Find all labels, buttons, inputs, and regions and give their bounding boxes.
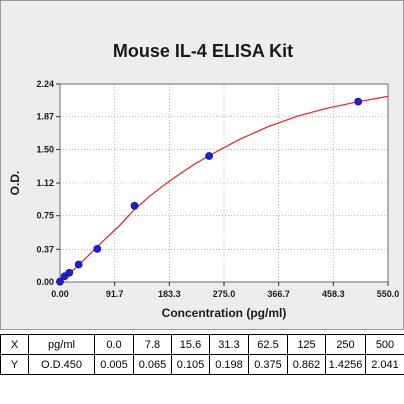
table-cell: 2.041 — [365, 354, 404, 375]
table-cell: 62.5 — [248, 334, 288, 355]
table-cell: 0.375 — [248, 354, 288, 375]
y-tick-label: 2.24 — [36, 79, 54, 89]
x-tick-label: 550.0 — [377, 289, 400, 299]
table-unit-cell: O.D.450 — [28, 354, 95, 375]
grid — [60, 84, 388, 282]
table-cell: 250 — [325, 334, 366, 355]
data-point — [93, 244, 102, 253]
x-axis-title: Concentration (pg/ml) — [162, 306, 287, 320]
data-point — [205, 152, 213, 160]
chart-title: Mouse IL-4 ELISA Kit — [113, 41, 293, 61]
table-cell: 31.3 — [209, 334, 249, 355]
x-tick-label: 366.7 — [267, 289, 290, 299]
data-point — [56, 277, 64, 286]
table-cell: 0.862 — [287, 354, 326, 375]
table-axis-cell: X — [0, 334, 29, 355]
table-unit-cell: pg/ml — [28, 334, 95, 355]
data-points — [56, 97, 363, 286]
data-point — [74, 260, 83, 269]
y-tick-label: 0.00 — [36, 277, 54, 287]
data-point — [65, 268, 74, 277]
table-cell: 0.198 — [209, 354, 249, 375]
data-point — [354, 97, 363, 106]
x-tick-label: 275.0 — [213, 289, 236, 299]
table-axis-cell: Y — [0, 354, 29, 375]
fit-curve-group — [59, 95, 389, 283]
table-cell: 125 — [287, 334, 326, 355]
table-cell: 0.065 — [133, 354, 172, 375]
table-row: Y O.D.450 0.005 0.065 0.105 0.198 0.375 0.862 1.… — [0, 354, 404, 375]
x-tick-label: 0.00 — [51, 289, 69, 299]
table-cell: 15.6 — [171, 334, 210, 355]
y-tick-label: 1.87 — [36, 112, 54, 122]
y-tick-label: 0.75 — [36, 211, 54, 221]
fit-curve — [59, 95, 389, 283]
y-axis-title: O.D. — [8, 171, 22, 196]
x-tick-label: 458.3 — [322, 289, 345, 299]
y-tick-label: 0.37 — [36, 244, 54, 254]
data-point — [130, 201, 139, 210]
x-tick-label: 183.3 — [158, 289, 181, 299]
y-tick-label: 1.12 — [36, 178, 54, 188]
x-tick-label: 91.7 — [106, 289, 124, 299]
table-cell: 7.8 — [133, 334, 172, 355]
table-cell: 0.0 — [94, 334, 134, 355]
table-cell: 0.005 — [94, 354, 134, 375]
y-tick-label: 1.50 — [36, 144, 54, 154]
chart: Mouse IL-4 ELISA Kit 0.00 0.37 0.75 1.12 1.5… — [8, 41, 400, 320]
table-cell: 500 — [365, 334, 404, 355]
table-cell: 0.105 — [171, 354, 210, 375]
table-cell: 1.4256 — [325, 354, 366, 375]
chart-frame: Mouse IL-4 ELISA Kit 0.00 0.37 0.75 1.12 1.5… — [0, 0, 404, 330]
